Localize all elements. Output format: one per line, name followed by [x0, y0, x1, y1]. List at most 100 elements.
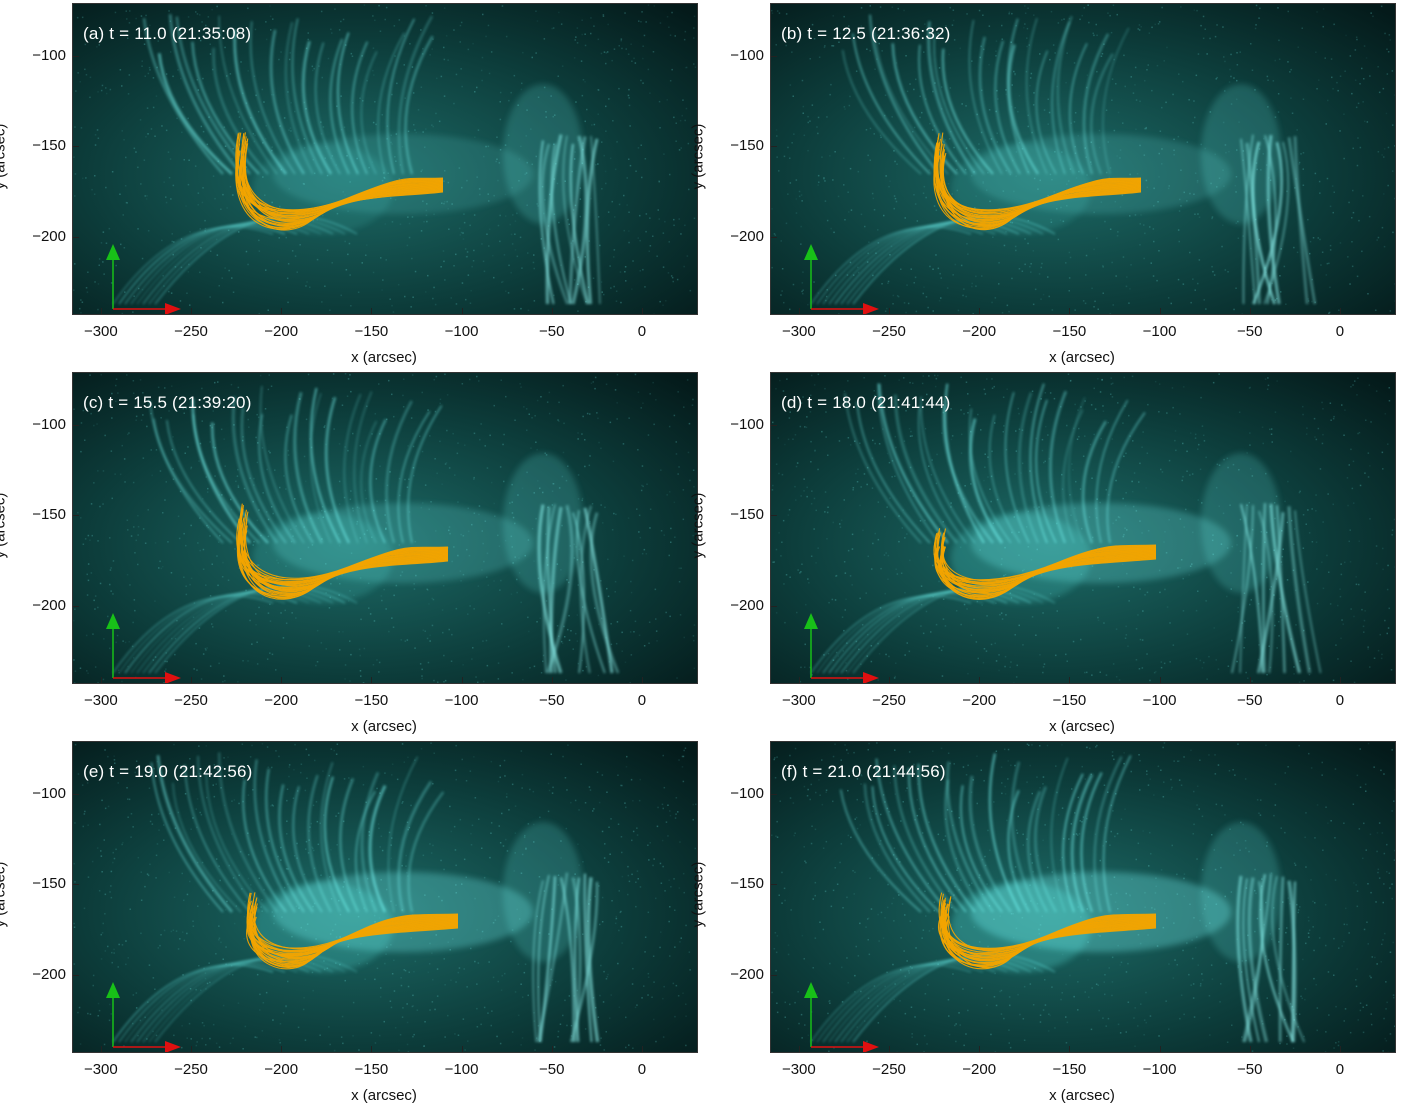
x-axis-label: x (arcsec): [982, 349, 1182, 366]
x-tick-mark: [101, 677, 102, 683]
panel-label: (b) t = 12.5 (21:36:32): [781, 24, 951, 44]
x-tick-mark: [889, 308, 890, 314]
x-tick-label: −300: [71, 1061, 131, 1078]
y-tick-mark: [73, 794, 79, 795]
x-tick-mark: [1160, 308, 1161, 314]
y-tick-mark: [771, 975, 777, 976]
x-tick-mark: [1250, 308, 1251, 314]
y-tick-mark: [771, 794, 777, 795]
x-tick-mark: [889, 677, 890, 683]
x-tick-label: −150: [1039, 1061, 1099, 1078]
euv-image: [771, 373, 1395, 683]
y-tick-mark: [771, 237, 777, 238]
x-tick-mark: [552, 308, 553, 314]
x-tick-label: −100: [1130, 1061, 1190, 1078]
x-tick-label: −200: [949, 323, 1009, 340]
y-axis-label: y (arcsec): [690, 835, 707, 955]
x-tick-mark: [979, 1046, 980, 1052]
y-tick-label: −150: [720, 875, 764, 892]
x-tick-label: 0: [1310, 692, 1370, 709]
x-tick-label: −300: [769, 1061, 829, 1078]
x-tick-mark: [371, 308, 372, 314]
x-tick-mark: [979, 677, 980, 683]
x-tick-mark: [101, 308, 102, 314]
x-tick-mark: [281, 677, 282, 683]
y-tick-label: −200: [720, 228, 764, 245]
y-tick-mark: [771, 425, 777, 426]
y-tick-mark: [73, 975, 79, 976]
x-tick-mark: [281, 1046, 282, 1052]
y-tick-mark: [771, 56, 777, 57]
y-tick-label: −100: [22, 785, 66, 802]
x-tick-mark: [1069, 308, 1070, 314]
panel-image: (c) t = 15.5 (21:39:20): [72, 372, 698, 684]
x-tick-label: −200: [949, 692, 1009, 709]
y-tick-label: −100: [720, 47, 764, 64]
y-tick-label: −150: [720, 137, 764, 154]
y-tick-label: −200: [22, 228, 66, 245]
x-tick-mark: [371, 1046, 372, 1052]
x-tick-label: −50: [522, 323, 582, 340]
x-tick-mark: [462, 308, 463, 314]
x-tick-label: −300: [71, 692, 131, 709]
x-tick-mark: [979, 308, 980, 314]
x-axis-label: x (arcsec): [982, 1087, 1182, 1104]
euv-image: [771, 742, 1395, 1052]
x-tick-mark: [642, 677, 643, 683]
y-tick-label: −100: [720, 785, 764, 802]
x-axis-label: x (arcsec): [982, 718, 1182, 735]
y-tick-mark: [771, 606, 777, 607]
y-tick-label: −200: [720, 966, 764, 983]
x-tick-mark: [1340, 677, 1341, 683]
y-tick-label: −100: [22, 47, 66, 64]
x-tick-label: −150: [1039, 692, 1099, 709]
panel-image: (f) t = 21.0 (21:44:56): [770, 741, 1396, 1053]
x-tick-mark: [191, 308, 192, 314]
x-tick-mark: [1069, 677, 1070, 683]
panel-label: (a) t = 11.0 (21:35:08): [83, 24, 251, 44]
x-tick-label: −50: [1220, 1061, 1280, 1078]
x-tick-mark: [191, 677, 192, 683]
x-tick-mark: [1340, 1046, 1341, 1052]
y-tick-mark: [73, 425, 79, 426]
x-tick-label: −250: [859, 323, 919, 340]
panel-image: (e) t = 19.0 (21:42:56): [72, 741, 698, 1053]
x-tick-label: −300: [769, 323, 829, 340]
y-tick-label: −100: [22, 416, 66, 433]
x-tick-mark: [552, 677, 553, 683]
x-tick-label: −100: [432, 323, 492, 340]
x-tick-label: −50: [522, 1061, 582, 1078]
x-tick-label: −50: [522, 692, 582, 709]
euv-image: [73, 373, 697, 683]
x-tick-label: −200: [251, 1061, 311, 1078]
x-tick-mark: [642, 308, 643, 314]
x-tick-mark: [889, 1046, 890, 1052]
euv-image: [73, 742, 697, 1052]
x-tick-label: 0: [1310, 323, 1370, 340]
x-tick-label: −300: [71, 323, 131, 340]
panel-image: (b) t = 12.5 (21:36:32): [770, 3, 1396, 315]
x-tick-label: −50: [1220, 323, 1280, 340]
x-tick-label: −200: [251, 692, 311, 709]
x-tick-label: 0: [612, 323, 672, 340]
x-tick-label: −150: [1039, 323, 1099, 340]
x-tick-mark: [1160, 677, 1161, 683]
x-tick-mark: [552, 1046, 553, 1052]
x-tick-label: 0: [612, 1061, 672, 1078]
x-tick-label: −150: [341, 323, 401, 340]
y-tick-mark: [73, 606, 79, 607]
x-tick-label: −250: [161, 692, 221, 709]
y-tick-mark: [73, 515, 79, 516]
x-tick-label: −150: [341, 1061, 401, 1078]
x-tick-label: −250: [859, 1061, 919, 1078]
x-tick-label: −200: [949, 1061, 1009, 1078]
x-tick-mark: [1340, 308, 1341, 314]
y-tick-label: −150: [22, 875, 66, 892]
x-tick-mark: [799, 1046, 800, 1052]
y-tick-label: −200: [22, 597, 66, 614]
x-tick-mark: [799, 677, 800, 683]
y-axis-label: y (arcsec): [0, 466, 9, 586]
x-tick-label: −50: [1220, 692, 1280, 709]
panel-image: (d) t = 18.0 (21:41:44): [770, 372, 1396, 684]
x-tick-mark: [281, 308, 282, 314]
